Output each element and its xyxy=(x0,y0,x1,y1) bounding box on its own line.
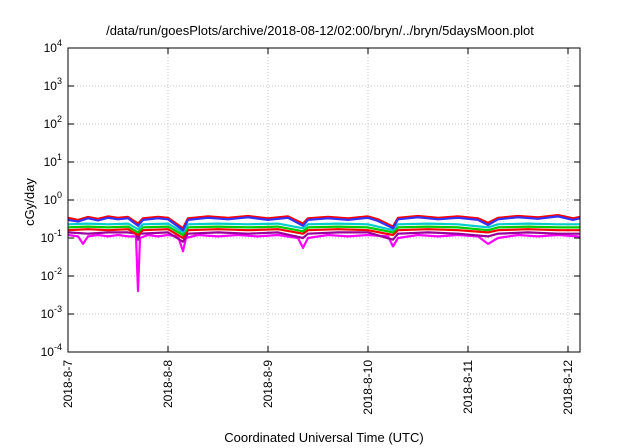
x-tick-label: 2018-8-9 xyxy=(261,360,275,408)
y-tick-label: 102 xyxy=(44,114,62,131)
series-line-7 xyxy=(67,215,581,232)
series-line-6 xyxy=(67,214,581,230)
y-tick-label: 10-4 xyxy=(41,342,62,359)
x-tick-label: 2018-8-10 xyxy=(361,360,375,415)
y-tick-label: 101 xyxy=(44,152,62,169)
x-tick-label: 2018-8-12 xyxy=(561,360,575,415)
axes: 10-4 10-3 10-2 10-1 100 101 102 103 104 2018-8-7 2… xyxy=(41,38,581,415)
y-tick-label: 104 xyxy=(44,38,62,55)
y-tick-label: 100 xyxy=(44,190,62,207)
y-tick-label: 10-1 xyxy=(41,228,62,245)
x-tick-label: 2018-8-8 xyxy=(161,360,175,408)
series-line-1 xyxy=(67,233,581,293)
x-tick-label: 2018-8-11 xyxy=(461,360,475,414)
y-axis-label: cGy/day xyxy=(22,178,37,226)
series-line-4 xyxy=(67,225,580,237)
x-tick-label: 2018-8-7 xyxy=(61,360,75,408)
chart-title: /data/run/goesPlots/archive/2018-08-12/0… xyxy=(106,23,534,38)
y-tick-label: 10-3 xyxy=(41,304,62,321)
series-group xyxy=(67,214,581,293)
y-tick-label: 10-2 xyxy=(41,266,62,283)
grid xyxy=(68,48,580,352)
x-axis-label: Coordinated Universal Time (UTC) xyxy=(224,430,423,445)
series-line-3 xyxy=(67,228,580,240)
series-line-5 xyxy=(67,222,580,234)
y-tick-label: 103 xyxy=(44,76,62,93)
